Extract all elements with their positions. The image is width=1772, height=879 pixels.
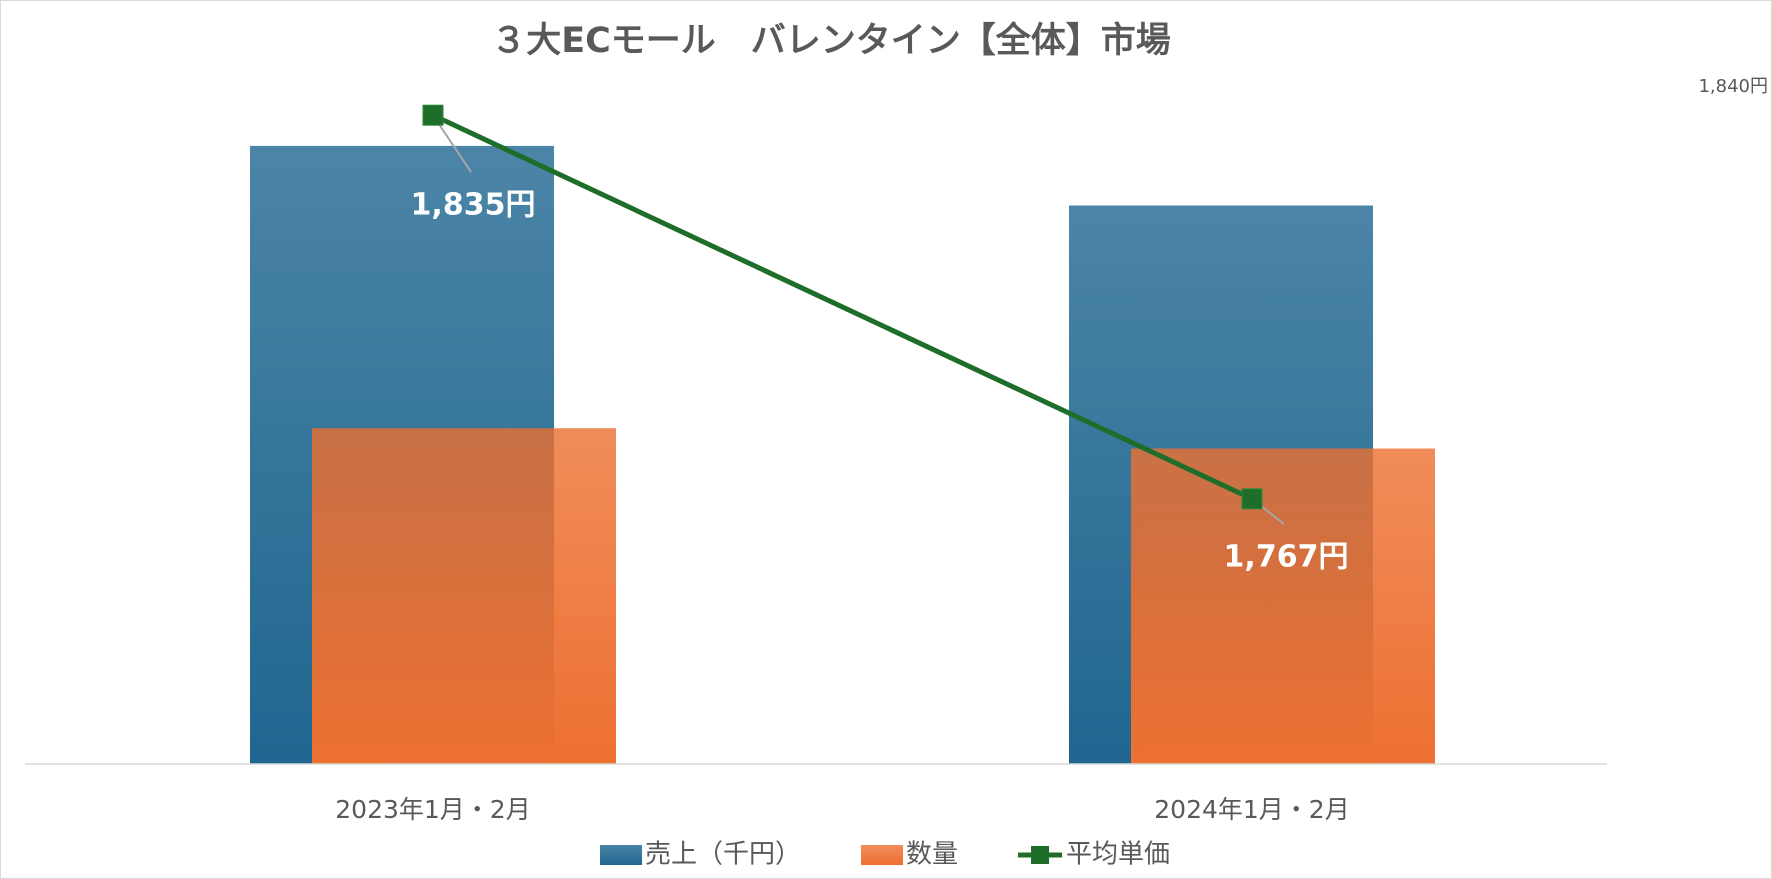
line <box>431 112 1254 502</box>
legend-swatch <box>1031 846 1050 864</box>
x-tick-label: 2023年1月・2月 <box>335 795 530 824</box>
y2-tick-label: 1,840円 <box>1698 76 1768 97</box>
legend-label: 平均単価 <box>1066 840 1170 870</box>
legend-swatch <box>861 845 904 865</box>
data-label: 1,767円 <box>1224 540 1349 575</box>
legend-label: 売上（千円） <box>645 840 801 870</box>
legend-swatch <box>600 845 642 865</box>
legend-label: 数量 <box>906 840 958 870</box>
chart-title: ３大ECモール バレンタイン【全体】市場 <box>491 20 1171 61</box>
bar <box>312 428 616 764</box>
line-marker <box>1241 488 1263 510</box>
data-label: 1,835円 <box>411 188 536 223</box>
x-tick-label: 2024年1月・2月 <box>1154 795 1349 824</box>
bar <box>1131 448 1435 764</box>
line-marker <box>422 104 444 126</box>
